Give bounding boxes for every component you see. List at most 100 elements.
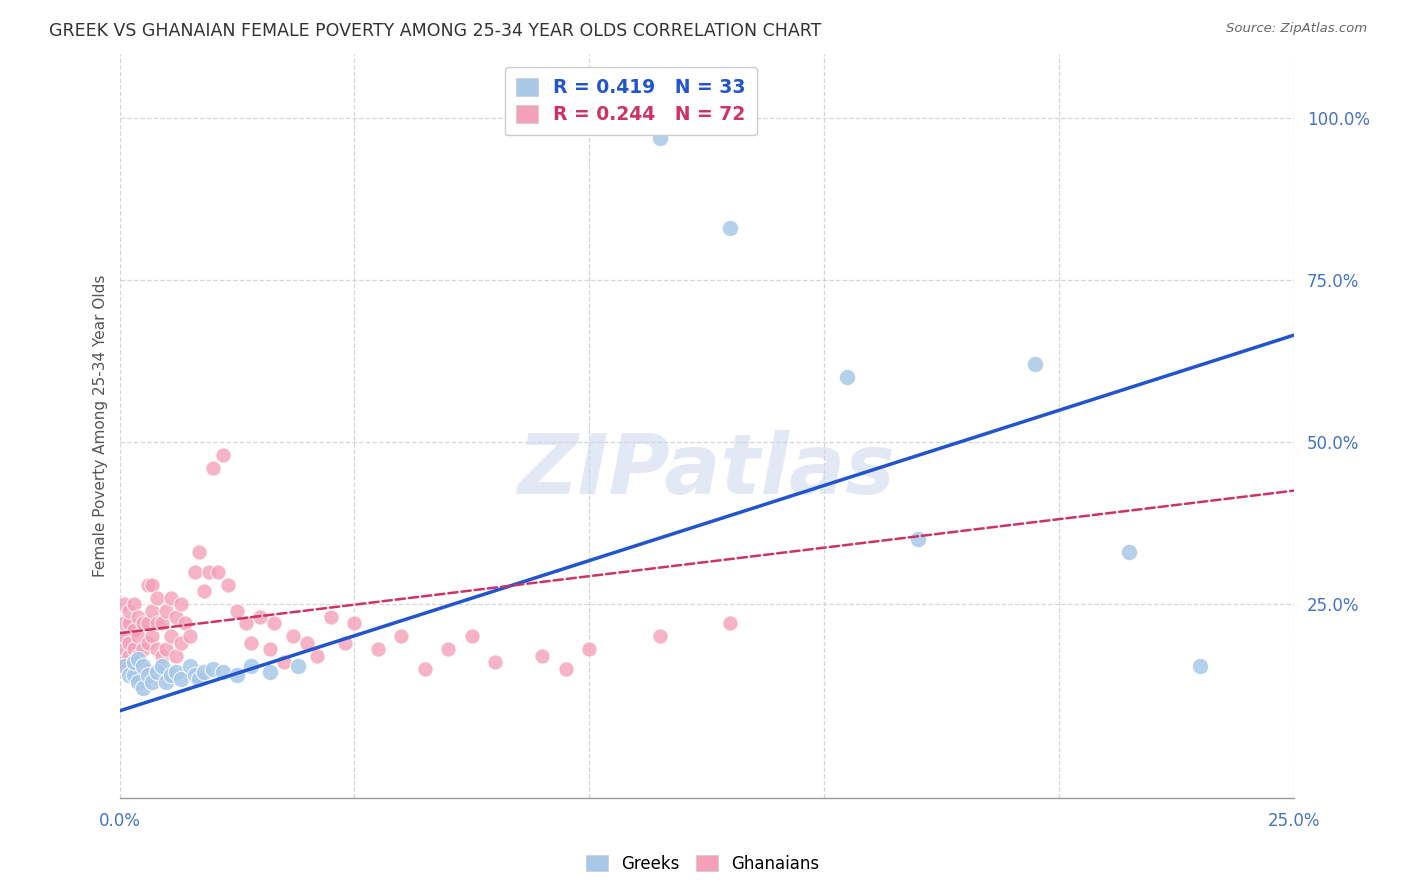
- Text: Source: ZipAtlas.com: Source: ZipAtlas.com: [1226, 22, 1367, 36]
- Point: [141, 577, 163, 591]
- Point: [122, 656, 145, 670]
- Point: [193, 584, 215, 599]
- Point: [240, 636, 263, 650]
- Text: GREEK VS GHANAIAN FEMALE POVERTY AMONG 25-34 YEAR OLDS CORRELATION CHART: GREEK VS GHANAIAN FEMALE POVERTY AMONG 2…: [49, 22, 821, 40]
- Point: [718, 221, 741, 235]
- Point: [122, 642, 145, 657]
- Point: [235, 616, 257, 631]
- Point: [207, 565, 229, 579]
- Point: [132, 616, 155, 631]
- Point: [118, 603, 141, 617]
- Text: ZIPatlas: ZIPatlas: [517, 430, 896, 511]
- Point: [179, 629, 201, 643]
- Point: [127, 610, 149, 624]
- Point: [188, 545, 211, 559]
- Point: [259, 642, 281, 657]
- Point: [118, 668, 141, 682]
- Point: [174, 616, 197, 631]
- Point: [132, 681, 155, 696]
- Point: [718, 616, 741, 631]
- Point: [367, 642, 389, 657]
- Point: [413, 662, 436, 676]
- Point: [249, 610, 271, 624]
- Point: [211, 665, 233, 679]
- Point: [122, 668, 145, 682]
- Point: [132, 658, 155, 673]
- Point: [155, 603, 177, 617]
- Point: [437, 642, 460, 657]
- Point: [165, 648, 187, 663]
- Point: [160, 668, 183, 682]
- Point: [127, 648, 149, 663]
- Point: [837, 370, 859, 384]
- Point: [118, 648, 141, 663]
- Point: [132, 642, 155, 657]
- Point: [169, 672, 191, 686]
- Point: [146, 591, 169, 605]
- Point: [136, 636, 159, 650]
- Point: [297, 636, 319, 650]
- Point: [202, 662, 225, 676]
- Point: [141, 674, 163, 689]
- Point: [127, 652, 149, 666]
- Point: [165, 665, 187, 679]
- Point: [1024, 358, 1046, 372]
- Point: [112, 629, 135, 643]
- Point: [160, 629, 183, 643]
- Point: [169, 597, 191, 611]
- Point: [132, 662, 155, 676]
- Point: [118, 616, 141, 631]
- Point: [225, 603, 249, 617]
- Point: [112, 642, 135, 657]
- Point: [202, 461, 225, 475]
- Point: [183, 668, 205, 682]
- Point: [263, 616, 285, 631]
- Point: [225, 668, 249, 682]
- Point: [389, 629, 412, 643]
- Point: [319, 610, 342, 624]
- Point: [240, 658, 263, 673]
- Point: [112, 616, 135, 631]
- Point: [146, 642, 169, 657]
- Point: [554, 662, 576, 676]
- Point: [146, 665, 169, 679]
- Point: [273, 656, 295, 670]
- Point: [165, 610, 187, 624]
- Point: [333, 636, 356, 650]
- Point: [112, 597, 135, 611]
- Point: [283, 629, 305, 643]
- Point: [141, 603, 163, 617]
- Legend: Greeks, Ghanaians: Greeks, Ghanaians: [579, 848, 827, 880]
- Point: [155, 674, 177, 689]
- Point: [287, 658, 309, 673]
- Point: [183, 565, 205, 579]
- Point: [118, 636, 141, 650]
- Point: [112, 658, 135, 673]
- Point: [160, 591, 183, 605]
- Point: [193, 665, 215, 679]
- Point: [343, 616, 366, 631]
- Point: [146, 616, 169, 631]
- Point: [578, 642, 600, 657]
- Point: [122, 623, 145, 637]
- Point: [122, 656, 145, 670]
- Point: [217, 577, 239, 591]
- Point: [484, 656, 506, 670]
- Y-axis label: Female Poverty Among 25-34 Year Olds: Female Poverty Among 25-34 Year Olds: [93, 275, 108, 577]
- Point: [150, 616, 173, 631]
- Point: [211, 448, 233, 462]
- Point: [136, 616, 159, 631]
- Point: [179, 658, 201, 673]
- Point: [150, 658, 173, 673]
- Point: [112, 656, 135, 670]
- Point: [127, 674, 149, 689]
- Point: [127, 629, 149, 643]
- Point: [169, 636, 191, 650]
- Point: [122, 597, 145, 611]
- Point: [141, 629, 163, 643]
- Point: [305, 648, 328, 663]
- Point: [259, 665, 281, 679]
- Point: [136, 668, 159, 682]
- Point: [197, 565, 219, 579]
- Point: [188, 672, 211, 686]
